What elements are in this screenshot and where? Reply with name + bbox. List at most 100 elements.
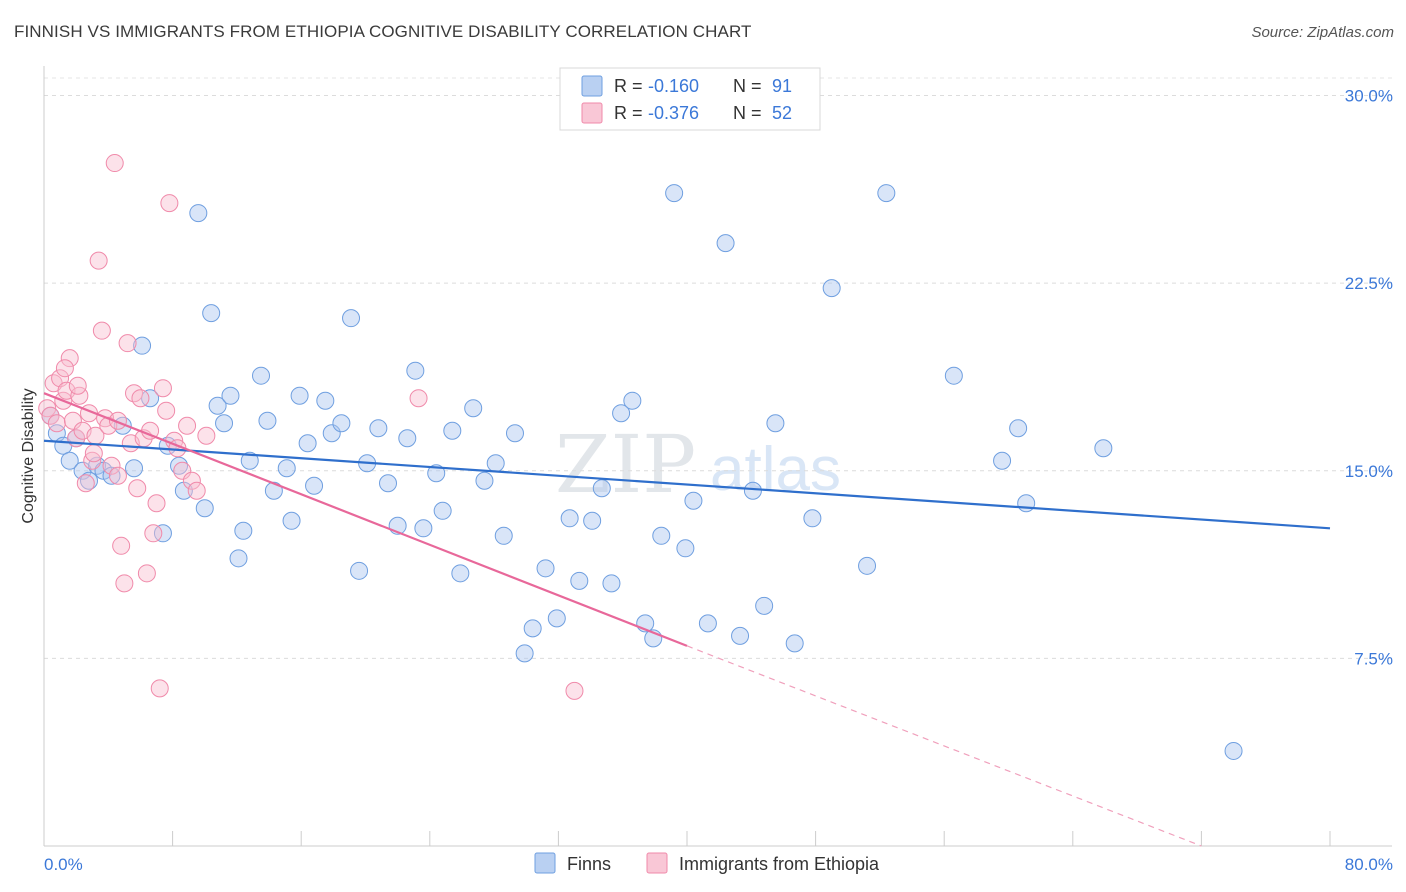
finns-point — [379, 474, 398, 493]
finns-point — [993, 451, 1012, 470]
ethiopia-point — [55, 359, 74, 378]
ethiopia-point — [182, 471, 201, 490]
finns-point — [755, 596, 774, 615]
finns-point — [464, 399, 483, 418]
finns-point — [277, 459, 296, 478]
ethiopia-point — [118, 334, 137, 353]
finns-point — [665, 184, 684, 203]
finns-point — [427, 464, 446, 483]
finns-point — [215, 414, 234, 433]
finns-point — [60, 451, 79, 470]
finns-point — [282, 511, 301, 530]
finns-point — [322, 424, 341, 443]
finns-point — [547, 609, 566, 628]
finns-point — [398, 429, 417, 448]
finns-point — [258, 411, 277, 430]
finns-point — [290, 386, 309, 405]
finns-point — [298, 434, 317, 453]
ethiopia-point — [41, 406, 60, 425]
finns-point — [305, 476, 324, 495]
ethiopia-trend-extension — [686, 645, 1202, 847]
ethiopia-point — [131, 389, 150, 408]
finns-point — [141, 389, 160, 408]
finns-point — [592, 479, 611, 498]
y-tick-label: 15.0% — [1345, 462, 1393, 481]
finns-point — [195, 499, 214, 518]
finns-point — [1224, 741, 1243, 760]
finns-point — [433, 501, 452, 520]
finns-point — [189, 204, 208, 223]
ethiopia-point — [150, 679, 169, 698]
ethiopia-point — [108, 466, 127, 485]
series-legend: Finns Immigrants from Ethiopia — [534, 852, 880, 874]
y-tick-label: 22.5% — [1345, 274, 1393, 293]
finns-point — [451, 564, 470, 583]
legend-r-value-ethiopia: -0.376 — [648, 103, 699, 123]
finns-point — [858, 556, 877, 575]
finns-point — [406, 361, 425, 380]
legend-n-label-finns: N = — [733, 76, 762, 96]
finns-point — [570, 571, 589, 590]
ethiopia-point — [92, 321, 111, 340]
finns-point — [494, 526, 513, 545]
ethiopia-point — [63, 411, 82, 430]
finns-point — [264, 481, 283, 500]
legend-n-value-ethiopia: 52 — [772, 103, 792, 123]
finns-point — [877, 184, 896, 203]
finns-series-label: Finns — [567, 854, 611, 874]
finns-point — [1094, 439, 1113, 458]
legend-n-value-finns: 91 — [772, 76, 792, 96]
finns-point — [252, 366, 271, 385]
finns-point — [602, 574, 621, 593]
finns-point — [229, 549, 248, 568]
ethiopia-point — [160, 194, 179, 213]
finns-point — [716, 234, 735, 253]
finns-point — [803, 509, 822, 528]
y-tick-label: 7.5% — [1354, 649, 1393, 668]
ethiopia-point — [565, 681, 584, 700]
ethiopia-legend-swatch — [581, 102, 603, 124]
finns-point — [475, 471, 494, 490]
finns-point — [486, 454, 505, 473]
ethiopia-series-label: Immigrants from Ethiopia — [679, 854, 880, 874]
ethiopia-point — [84, 444, 103, 463]
ethiopia-point — [102, 456, 121, 475]
ethiopia-point — [89, 251, 108, 270]
axes — [43, 66, 1392, 847]
gridlines — [44, 77, 1392, 659]
ethiopia-trend-line — [43, 392, 688, 647]
finns-point — [652, 526, 671, 545]
finns-point — [731, 626, 750, 645]
finns-point — [684, 491, 703, 510]
finns-point — [1017, 494, 1036, 513]
chart-title: FINNISH VS IMMIGRANTS FROM ETHIOPIA COGN… — [14, 22, 752, 41]
finns-point — [698, 614, 717, 633]
finns-point — [240, 451, 259, 470]
ethiopia-point — [197, 426, 216, 445]
finns-point — [523, 619, 542, 638]
finns-point — [443, 421, 462, 440]
finns-point — [369, 419, 388, 438]
finns-point — [560, 509, 579, 528]
finns-point — [234, 521, 253, 540]
ethiopia-point — [409, 389, 428, 408]
ethiopia-point — [173, 461, 192, 480]
ethiopia-point — [128, 479, 147, 498]
ethiopia-point — [144, 524, 163, 543]
finns-point — [208, 396, 227, 415]
finns-point — [153, 524, 172, 543]
y-tick-label: 30.0% — [1345, 87, 1393, 106]
finns-series-swatch — [534, 852, 556, 874]
finns-point — [505, 424, 524, 443]
source-label: Source: ZipAtlas.com — [1251, 24, 1394, 41]
finns-point — [125, 459, 144, 478]
ethiopia-point — [178, 416, 197, 435]
ethiopia-point — [83, 451, 102, 470]
finns-point — [536, 559, 555, 578]
correlation-legend: R = -0.160 N = 91 R = -0.376 N = 52 — [559, 67, 821, 131]
ethiopia-point — [112, 536, 131, 555]
finns-point — [785, 634, 804, 653]
finns-point — [350, 561, 369, 580]
ethiopia-point — [115, 574, 134, 593]
